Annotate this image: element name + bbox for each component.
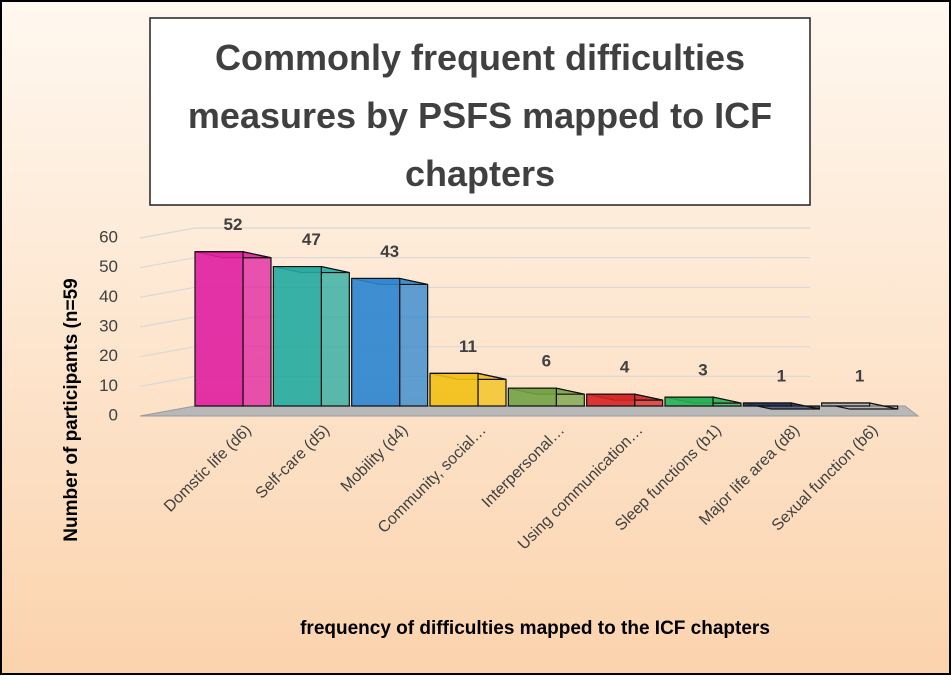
y-tick-label: 40 <box>99 287 118 306</box>
bar-face <box>320 265 350 407</box>
bar <box>351 277 429 407</box>
bar <box>586 393 664 407</box>
bar <box>742 402 820 410</box>
bar-face <box>821 402 871 407</box>
bar <box>821 402 899 410</box>
chart-title: Commonly frequent difficulties measures b… <box>188 37 772 194</box>
data-label: 1 <box>855 367 864 386</box>
y-tick-label: 10 <box>99 376 118 395</box>
data-label: 47 <box>302 230 321 249</box>
y-axis-label: Number of participants (n=59 <box>61 278 82 541</box>
y-tick-label: 60 <box>99 227 118 246</box>
bar-face <box>742 402 792 407</box>
x-axis-label: frequency of difficulties mapped to the … <box>300 618 770 639</box>
bar-face <box>399 277 429 407</box>
title-box <box>149 17 811 206</box>
data-label: 11 <box>459 337 477 356</box>
y-tick-label: 50 <box>99 257 118 276</box>
data-label: 43 <box>380 242 399 261</box>
grid-line <box>139 227 810 239</box>
data-label: 1 <box>777 367 786 386</box>
bar <box>272 265 350 407</box>
y-tick-label: 30 <box>99 316 118 335</box>
data-label: 6 <box>542 352 551 371</box>
bar-face <box>586 393 636 407</box>
y-tick-label: 0 <box>109 405 118 424</box>
floor <box>139 405 920 417</box>
bar-face <box>194 251 244 407</box>
bar <box>664 396 742 407</box>
y-tick-label: 20 <box>99 346 118 365</box>
bar-face <box>272 265 322 407</box>
bar-face <box>507 387 557 407</box>
bar-face <box>242 250 272 407</box>
bar <box>429 372 507 407</box>
bar-face <box>429 372 479 407</box>
bar-face <box>351 277 401 407</box>
data-label: 52 <box>224 215 243 234</box>
data-label: 3 <box>698 361 707 380</box>
data-label: 4 <box>620 358 630 377</box>
bar <box>194 250 272 407</box>
bar-face <box>664 396 714 407</box>
bar <box>507 387 585 407</box>
